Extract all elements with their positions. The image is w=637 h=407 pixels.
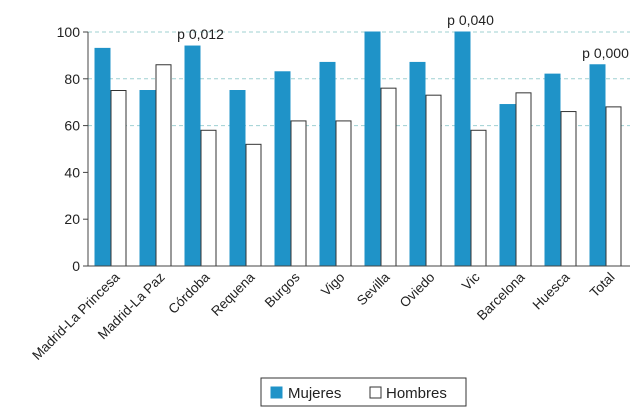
p-value-annotation: p 0,000 [582,45,629,61]
legend-swatch-hombres [369,386,382,399]
y-tick-label: 60 [64,118,80,134]
x-tick-label: Vic [459,269,483,293]
bar-mujeres-10 [544,73,561,267]
bar-mujeres-3 [229,90,246,267]
bar-hombres-3 [245,143,262,267]
legend-label-hombres: Hombres [386,385,447,402]
y-ticks: 0 20 40 60 80 100 [57,24,88,274]
bar-mujeres-2 [184,45,201,267]
bar-hombres-10 [560,111,577,267]
bar-mujeres-6 [364,31,381,267]
bar-mujeres-7 [409,61,426,267]
bar-mujeres-11 [589,64,606,267]
x-tick-label: Barcelona [474,269,528,323]
bar-hombres-7 [425,94,442,267]
p-value-annotation: p 0,012 [177,26,224,42]
bar-hombres-8 [470,129,487,267]
legend-swatch-mujeres [270,386,283,399]
axes [87,32,630,267]
legend-box [260,377,467,407]
bars [94,31,622,267]
bar-mujeres-0 [94,47,111,267]
x-tick-label: Sevilla [354,269,393,308]
bar-hombres-0 [110,90,127,267]
y-tick-label: 80 [64,71,80,87]
y-tick-label: 100 [57,24,81,40]
bar-mujeres-9 [499,104,516,267]
bar-hombres-11 [605,106,622,267]
x-tick-label: Requena [208,269,258,319]
y-tick-label: 20 [64,211,80,227]
gridlines [88,31,630,127]
bar-hombres-6 [380,87,397,267]
x-tick-label: Madrid-La Princesa [29,269,123,363]
bar-mujeres-4 [274,71,291,267]
p-value-annotation: p 0,040 [447,12,494,28]
x-tick-label: Oviedo [397,270,438,311]
bar-mujeres-8 [454,31,471,267]
bar-mujeres-5 [319,61,336,267]
y-tick-label: 0 [72,258,80,274]
x-tick-label: Huesca [530,269,573,312]
legend-label-mujeres: Mujeres [288,385,341,402]
x-tick-label: Total [587,270,618,301]
bar-hombres-1 [155,64,172,267]
bar-mujeres-1 [139,90,156,267]
bar-hombres-9 [515,92,532,267]
x-tick-label: Vigo [318,270,348,300]
x-tick-label: Burgos [262,269,303,310]
bar-hombres-2 [200,129,217,267]
y-tick-label: 40 [64,164,80,180]
bar-hombres-4 [290,120,307,267]
x-tick-label: Córdoba [165,269,213,317]
bar-hombres-5 [335,120,352,267]
annotations: p 0,012 p 0,040 p 0,000 [177,12,629,61]
legend: Mujeres Hombres [260,377,467,407]
